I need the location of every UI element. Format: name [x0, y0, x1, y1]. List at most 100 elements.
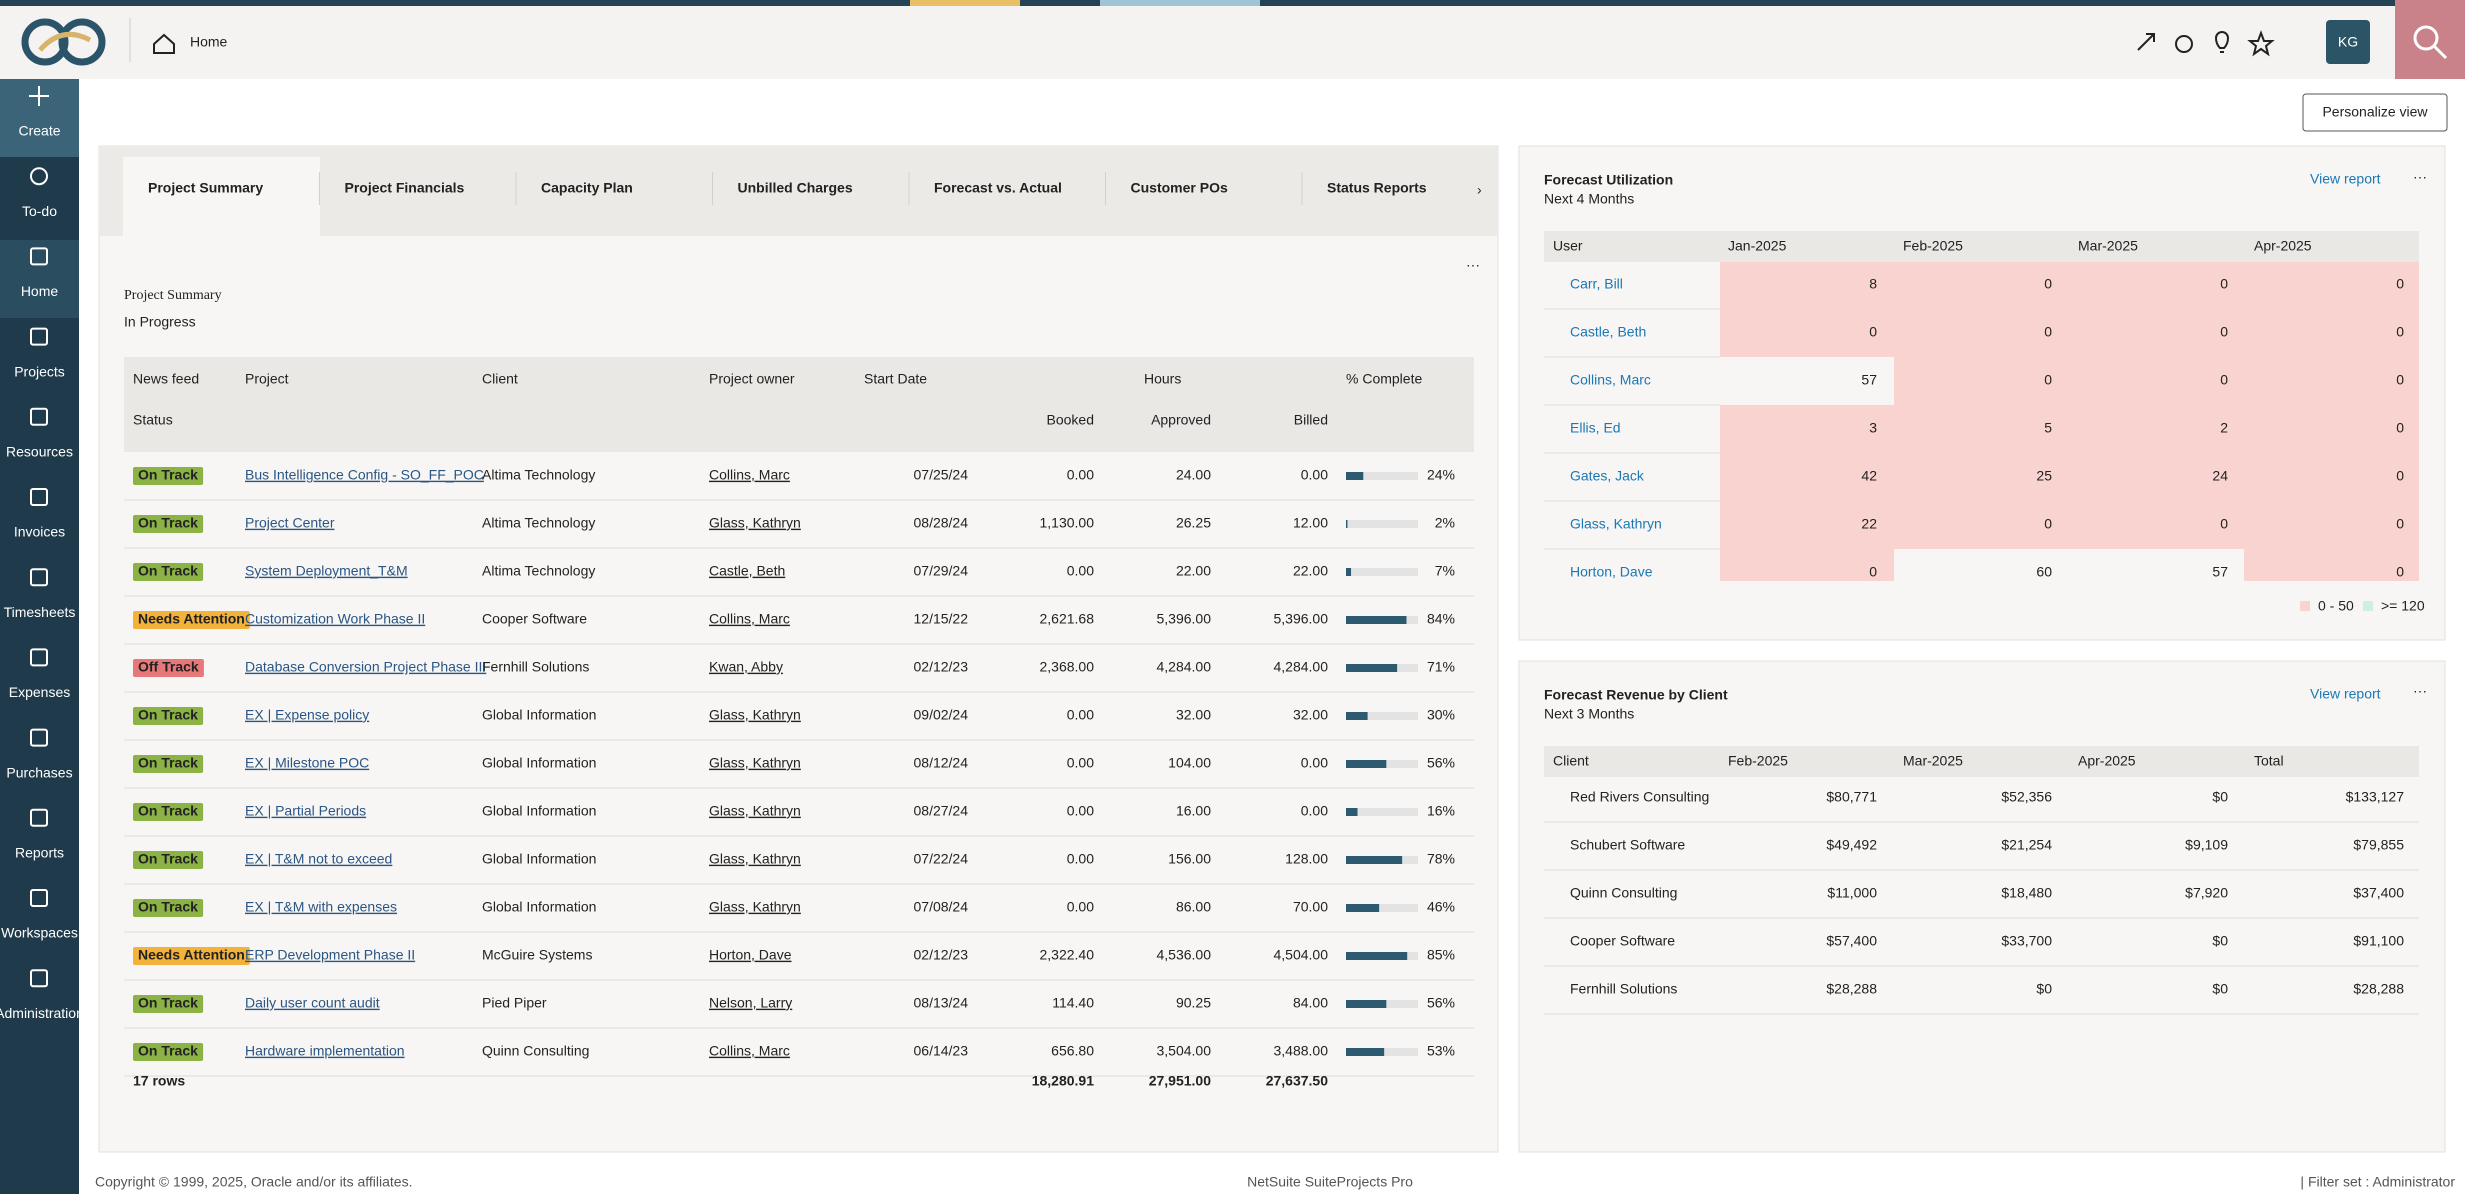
nav-item[interactable]: Reports: [15, 808, 64, 861]
tab-label[interactable]: Status Reports: [1327, 180, 1427, 196]
progress-bar: [1346, 952, 1408, 960]
revenue-value: $28,288: [2353, 981, 2404, 997]
nav-item[interactable]: Expenses: [9, 648, 70, 700]
project-link[interactable]: EX | T&M not to exceed: [245, 851, 392, 867]
progress-bar: [1346, 904, 1380, 912]
nav-item[interactable]: Timesheets: [4, 568, 76, 620]
project-owner[interactable]: Collins, Marc: [709, 467, 790, 483]
project-owner[interactable]: Kwan, Abby: [709, 659, 783, 675]
percent-label: 84%: [1427, 611, 1455, 627]
column-header: % Complete: [1346, 371, 1422, 387]
status-badge-bg: [133, 851, 204, 869]
user-link[interactable]: Horton, Dave: [1570, 564, 1653, 580]
avatar[interactable]: [2326, 20, 2370, 64]
header-icons[interactable]: [2137, 30, 2275, 57]
project-owner[interactable]: Collins, Marc: [709, 1043, 790, 1059]
project-link[interactable]: System Deployment_T&M: [245, 563, 408, 579]
project-owner[interactable]: Glass, Kathryn: [709, 851, 801, 867]
project-link[interactable]: Database Conversion Project Phase III: [245, 659, 486, 675]
booked: 2,621.68: [1040, 611, 1095, 627]
utilization-value: 0: [2220, 276, 2228, 292]
project-owner[interactable]: Glass, Kathryn: [709, 755, 801, 771]
nav-item[interactable]: Resources: [6, 407, 73, 460]
user-link[interactable]: Castle, Beth: [1570, 324, 1646, 340]
revenue-value: $49,492: [1826, 837, 1877, 853]
billed: 3,488.00: [1274, 1043, 1329, 1059]
project-link[interactable]: EX | T&M with expenses: [245, 899, 397, 915]
revenue-value: $11,000: [1827, 885, 1877, 901]
nav-item[interactable]: Projects: [14, 327, 65, 380]
start-date: 02/12/23: [914, 947, 969, 963]
nav-item[interactable]: Create: [18, 86, 61, 139]
utilization-cell: [1720, 549, 1894, 581]
approved: 104.00: [1168, 755, 1211, 771]
project-link[interactable]: EX | Expense policy: [245, 707, 369, 723]
tab-label[interactable]: Unbilled Charges: [738, 180, 853, 196]
nav-label: Reports: [15, 845, 64, 861]
project-link[interactable]: ERP Development Phase II: [245, 947, 415, 963]
percent-label: 2%: [1435, 515, 1455, 531]
nav-item[interactable]: Workspaces: [1, 889, 78, 941]
project-owner[interactable]: Glass, Kathryn: [709, 707, 801, 723]
percent-label: 53%: [1427, 1043, 1455, 1059]
tab-label[interactable]: Forecast vs. Actual: [934, 180, 1062, 196]
tab-label[interactable]: Project Summary: [148, 180, 263, 196]
personalize-button[interactable]: [2302, 93, 2448, 132]
column-header: Hours: [1144, 371, 1181, 387]
nav-icon: [30, 648, 48, 667]
view-report-link[interactable]: View report: [2310, 171, 2381, 187]
billed: 12.00: [1293, 515, 1328, 531]
logo[interactable]: [21, 18, 106, 66]
more-menu[interactable]: ···: [2413, 683, 2427, 699]
nav-item[interactable]: To-do: [22, 167, 57, 219]
user-link[interactable]: Glass, Kathryn: [1570, 516, 1662, 532]
user-link[interactable]: Ellis, Ed: [1570, 420, 1621, 436]
project-owner[interactable]: Castle, Beth: [709, 563, 785, 579]
start-date: 07/25/24: [914, 467, 969, 483]
project-owner[interactable]: Nelson, Larry: [709, 995, 792, 1011]
booked: 0.00: [1067, 803, 1094, 819]
user-link[interactable]: Carr, Bill: [1570, 276, 1623, 292]
project-link[interactable]: Customization Work Phase II: [245, 611, 425, 627]
revenue-value: $52,356: [2001, 789, 2052, 805]
nav-item[interactable]: Invoices: [14, 488, 65, 540]
tab-scroll-arrow[interactable]: ›: [1477, 182, 1482, 198]
project-owner[interactable]: Glass, Kathryn: [709, 803, 801, 819]
more-menu[interactable]: ···: [2413, 169, 2427, 185]
tab-label[interactable]: Capacity Plan: [541, 180, 633, 196]
project-link[interactable]: Hardware implementation: [245, 1043, 405, 1059]
project-link[interactable]: Bus Intelligence Config - SO_FF_POC: [245, 467, 484, 483]
booked: 0.00: [1067, 563, 1094, 579]
project-link[interactable]: Daily user count audit: [245, 995, 380, 1011]
percent-label: 56%: [1427, 995, 1455, 1011]
status-badge: On Track: [138, 707, 198, 723]
project-owner[interactable]: Glass, Kathryn: [709, 899, 801, 915]
user-link[interactable]: Gates, Jack: [1570, 468, 1645, 484]
more-menu[interactable]: ···: [1466, 257, 1480, 273]
project-link[interactable]: EX | Partial Periods: [245, 803, 366, 819]
utilization-value: 0: [2396, 324, 2404, 340]
nav-item[interactable]: Purchases: [6, 728, 73, 781]
utilization-value: 0: [2396, 420, 2404, 436]
nav-label: Invoices: [14, 524, 65, 540]
billed: 4,504.00: [1274, 947, 1329, 963]
project-owner[interactable]: Horton, Dave: [709, 947, 792, 963]
column-header: Booked: [1047, 412, 1094, 428]
client-name: Cooper Software: [1570, 933, 1675, 949]
search-button[interactable]: [2395, 0, 2465, 79]
nav-item[interactable]: Home: [21, 247, 59, 299]
user-link[interactable]: Collins, Marc: [1570, 372, 1651, 388]
nav-item[interactable]: Administration: [0, 969, 84, 1021]
project-owner[interactable]: Glass, Kathryn: [709, 515, 801, 531]
project-link[interactable]: Project Center: [245, 515, 335, 531]
project-owner[interactable]: Collins, Marc: [709, 611, 790, 627]
project-link[interactable]: EX | Milestone POC: [245, 755, 369, 771]
utilization-cell: [2244, 262, 2419, 309]
breadcrumb[interactable]: Home: [190, 34, 228, 50]
status-badge: On Track: [138, 995, 198, 1011]
view-report-link[interactable]: View report: [2310, 686, 2381, 702]
booked: 0.00: [1067, 851, 1094, 867]
tab-label[interactable]: Customer POs: [1131, 180, 1228, 196]
utilization-value: 42: [1861, 468, 1877, 484]
tab-label[interactable]: Project Financials: [345, 180, 465, 196]
